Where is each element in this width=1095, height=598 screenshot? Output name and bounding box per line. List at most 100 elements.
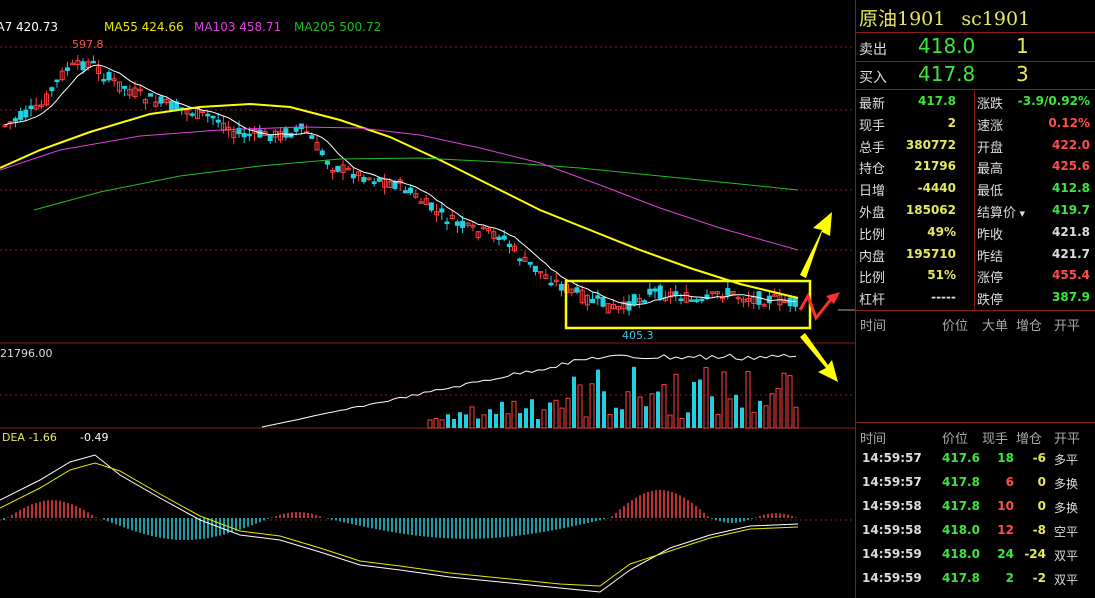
tick-oi: 0	[1037, 475, 1046, 489]
candle-body	[486, 227, 492, 232]
candle-body	[298, 123, 304, 130]
low-price-label: 405.3	[622, 329, 654, 342]
candle-body	[475, 231, 481, 239]
candle-body	[350, 173, 356, 179]
candle-body	[392, 181, 398, 189]
volume-bar	[553, 399, 559, 429]
quote-label: 总手	[859, 140, 886, 156]
quote-value: 412.8	[1052, 181, 1090, 196]
quote-label: 现手	[859, 118, 886, 134]
candle-body	[574, 287, 580, 293]
candle-body	[449, 214, 455, 219]
candle-body	[153, 101, 159, 107]
zigzag-arrow-icon	[798, 292, 834, 322]
quote-value: 455.4	[1052, 268, 1090, 283]
candle-body	[725, 288, 731, 296]
volume-bar	[745, 371, 751, 429]
tick-volume: 12	[997, 523, 1014, 537]
candle-body	[668, 291, 674, 298]
volume-bar	[596, 369, 600, 428]
header-price: 价位	[942, 432, 969, 447]
candle-body	[600, 296, 606, 307]
quote-value: 21796	[914, 159, 956, 174]
candlestick-chart[interactable]: MA7 420.73 MA55 424.66 MA103 458.71 MA205 5…	[0, 0, 855, 598]
dropdown-arrow-icon[interactable]: ▾	[1016, 207, 1026, 220]
candle-body	[735, 296, 741, 300]
macd-value-label: -0.49	[80, 431, 108, 444]
volume-bar	[583, 416, 589, 429]
candle-body	[636, 297, 642, 303]
tick-price: 417.8	[942, 499, 980, 513]
tick-oi: -6	[1032, 451, 1046, 465]
candle-body	[543, 274, 549, 279]
candle-body	[506, 243, 512, 248]
candle-body	[148, 93, 154, 97]
tick-oi: -24	[1024, 547, 1046, 561]
candle-body	[111, 78, 117, 82]
ask-row[interactable]: 卖出 418.0 1	[856, 33, 1095, 61]
dea-label: DEA -1.66	[2, 431, 57, 444]
quote-value: 49%	[927, 224, 956, 239]
ticks-header: 时间 价位 现手 增仓 开平	[856, 427, 1095, 447]
candle-body	[631, 294, 637, 305]
ma-label: MA103 458.71	[194, 20, 281, 34]
volume-bar	[775, 388, 781, 429]
volume-bar	[458, 412, 462, 428]
header-bigorder: 大单	[982, 319, 1009, 334]
candle-body	[418, 201, 424, 204]
volume-bar	[769, 393, 775, 429]
tick-row: 14:59:58 417.8 10 0 多换	[856, 496, 1095, 518]
ma-label: MA55 424.66	[104, 20, 184, 34]
header-type: 开平	[1054, 432, 1081, 447]
contract-name: 原油1901	[859, 8, 946, 30]
volume-bar	[481, 414, 487, 429]
ma103-line	[0, 126, 799, 251]
candle-body	[49, 87, 55, 92]
quote-value: 422.0	[1052, 137, 1090, 152]
volume-bar	[758, 400, 762, 428]
tick-oi: 0	[1037, 499, 1046, 513]
quote-label: 最低	[977, 184, 1004, 200]
bid-price: 417.8	[918, 62, 976, 86]
quote-value: 387.9	[1052, 290, 1090, 305]
candle-body	[70, 62, 76, 66]
quote-value: -----	[931, 290, 956, 305]
volume-bar	[679, 417, 685, 429]
candle-body	[548, 282, 554, 286]
tick-volume: 2	[1005, 571, 1014, 585]
volume-bar	[793, 406, 799, 429]
volume-bar	[536, 419, 540, 428]
volume-bar	[541, 409, 547, 429]
ask-label: 卖出	[859, 42, 887, 58]
header-time: 时间	[860, 319, 887, 334]
candle-body	[605, 303, 611, 314]
candle-body	[579, 289, 585, 304]
tick-time: 14:59:57	[862, 475, 922, 489]
candle-body	[470, 224, 476, 228]
quote-label: 比例	[859, 227, 886, 243]
candle-body	[200, 110, 206, 113]
volume-bar	[734, 394, 738, 428]
tick-time: 14:59:58	[862, 499, 922, 513]
bid-row[interactable]: 买入 417.8 3	[856, 61, 1095, 89]
volume-bar	[703, 367, 709, 429]
candle-body	[101, 78, 107, 82]
candle-body	[319, 150, 325, 156]
candle-body	[28, 105, 34, 109]
candle-body	[122, 85, 128, 89]
candle-body	[532, 265, 538, 273]
quote-row: 比例 49% 昨收 421.8	[856, 222, 1095, 244]
quote-label: 内盘	[859, 249, 886, 265]
candle-body	[688, 299, 694, 302]
candle-body	[626, 301, 632, 311]
volume-bar	[476, 418, 480, 428]
candle-body	[527, 261, 533, 265]
candle-body	[558, 283, 564, 291]
candle-body	[434, 211, 440, 216]
quote-label: 最高	[977, 162, 1004, 178]
volume-bar	[656, 391, 660, 428]
volume-bar	[692, 382, 696, 428]
volume-bar	[511, 400, 517, 429]
candle-body	[714, 291, 720, 295]
header-price: 价位	[942, 319, 969, 334]
